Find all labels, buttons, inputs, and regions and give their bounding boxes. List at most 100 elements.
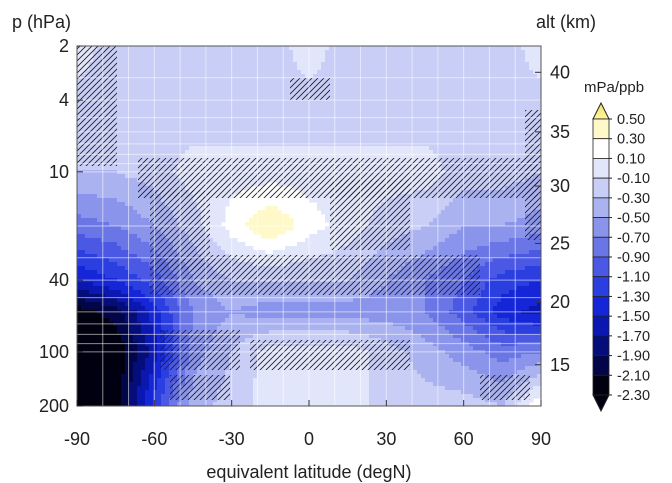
contour-cell [377,62,382,67]
contour-cell [117,222,122,227]
contour-cell [309,102,314,107]
contour-cell [533,78,538,83]
contour-cell [337,66,342,71]
contour-cell [381,150,386,155]
contour-cell [473,66,478,71]
contour-cell [473,106,478,111]
contour-cell [285,94,290,99]
contour-cell [473,126,478,131]
contour-cell [221,102,226,107]
contour-cell [489,134,494,139]
contour-cell [273,146,278,151]
contour-cell [365,54,370,59]
contour-cell [273,222,278,227]
contour-cell [357,66,362,71]
contour-cell [517,110,522,115]
contour-cell [473,46,478,51]
contour-cell [417,214,422,219]
contour-cell [361,62,366,67]
contour-cell [349,126,354,131]
contour-cell [345,114,350,119]
contour-cell [397,122,402,127]
contour-cell [301,46,306,51]
contour-cell [157,134,162,139]
contour-cell [425,214,430,219]
contour-cell [465,214,470,219]
contour-cell [441,94,446,99]
contour-cell [401,150,406,155]
contour-cell [177,58,182,63]
contour-cell [225,90,230,95]
contour-cell [225,146,230,151]
contour-cell [501,210,506,215]
contour-cell [537,94,541,99]
contour-cell [441,82,446,87]
contour-cell [177,78,182,83]
contour-cell [501,86,506,91]
contour-cell [425,146,430,151]
contour-cell [173,66,178,71]
contour-cell [425,82,430,87]
contour-cell [325,46,330,51]
contour-cell [401,94,406,99]
contour-cell [481,110,486,115]
contour-cell [129,86,134,91]
contour-cell [85,198,90,203]
contour-cell [397,114,402,119]
contour-cell [277,58,282,63]
contour-cell [501,198,506,203]
contour-cell [177,62,182,67]
contour-cell [161,134,166,139]
contour-cell [133,206,138,211]
contour-cell [301,146,306,151]
contour-cell [81,222,86,227]
contour-cell [245,222,250,227]
contour-cell [365,62,370,67]
contour-cell [505,110,510,115]
contour-cell [377,126,382,131]
contour-cell [277,114,282,119]
contour-cell [409,58,414,63]
contour-cell [233,46,238,51]
contour-cell [297,66,302,71]
contour-cell [441,122,446,127]
contour-cell [209,70,214,75]
contour-cell [297,70,302,75]
contour-cell [193,50,198,55]
contour-cell [517,210,522,215]
contour-cell [245,154,250,159]
contour-cell [129,162,134,167]
contour-cell [309,126,314,131]
contour-cell [341,150,346,155]
contour-cell [497,198,502,203]
contour-cell [109,198,114,203]
contour-cell [137,70,142,75]
contour-cell [253,50,258,55]
contour-cell [157,138,162,143]
contour-cell [181,106,186,111]
contour-cell [197,70,202,75]
contour-cell [473,150,478,155]
contour-cell [369,70,374,75]
contour-cell [425,46,430,51]
contour-cell [233,102,238,107]
contour-cell [521,58,526,63]
contour-cell [149,94,154,99]
contour-cell [445,62,450,67]
contour-cell [457,138,462,143]
contour-cell [153,114,158,119]
contour-cell [321,198,326,203]
contour-cell [405,86,410,91]
contour-cell [241,78,246,83]
contour-cell [317,134,322,139]
contour-cell [533,94,538,99]
contour-cell [377,146,382,151]
contour-cell [165,122,170,127]
contour-cell [381,102,386,107]
contour-cell [213,50,218,55]
contour-cell [261,54,266,59]
contour-cell [129,178,134,183]
contour-cell [457,54,462,59]
contour-cell [509,206,514,211]
contour-cell [133,50,138,55]
